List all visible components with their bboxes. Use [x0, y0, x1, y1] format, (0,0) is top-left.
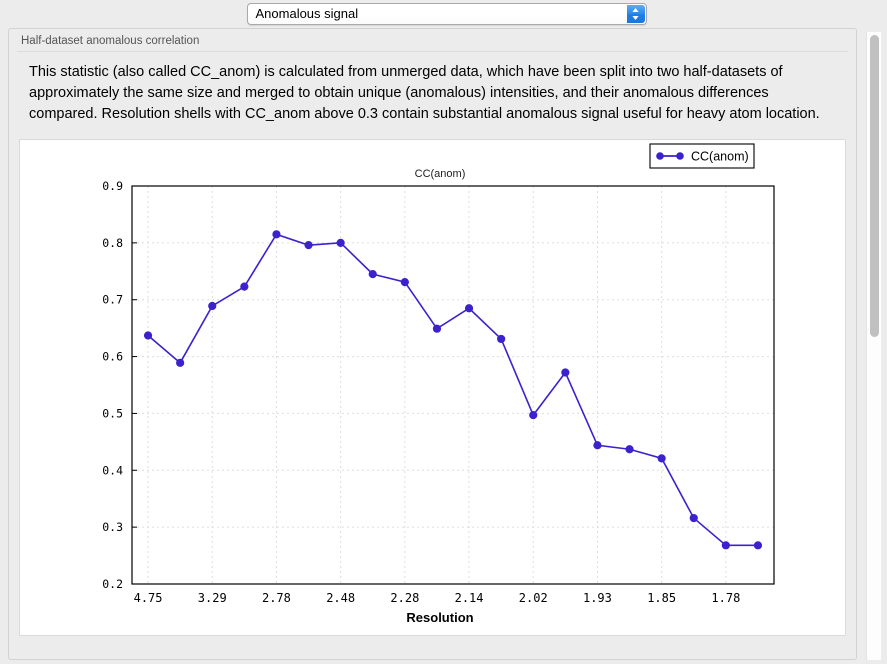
x-tick-label: 1.78: [711, 591, 740, 605]
cc-anom-line-chart[interactable]: 0.2 0.3 0.4 0.5 0.6 0.7 0.8 0.9 4.75 3.29 2.78 2.48…: [20, 140, 846, 635]
data-point-marker[interactable]: [432, 324, 442, 333]
chevron-up-down-icon[interactable]: [626, 5, 645, 23]
y-tick-label: 0.5: [102, 406, 123, 420]
data-point-marker[interactable]: [240, 282, 249, 291]
vertical-scrollbar[interactable]: [866, 32, 881, 660]
dataset-selector-value: Anomalous signal: [255, 6, 359, 21]
data-point-marker[interactable]: [336, 238, 345, 247]
data-point-marker[interactable]: [689, 513, 698, 523]
x-axis-title: Resolution: [406, 610, 473, 625]
x-tick-label: 1.85: [647, 591, 676, 605]
x-tick-label: 3.29: [198, 591, 227, 605]
legend-label: CC(anom): [691, 150, 749, 164]
dataset-selector[interactable]: Anomalous signal: [246, 3, 647, 25]
chart-title: CC(anom): [415, 168, 466, 180]
x-tick-label: 2.14: [455, 591, 484, 605]
data-point-marker[interactable]: [561, 368, 570, 377]
data-point-marker[interactable]: [593, 441, 602, 450]
data-point-marker[interactable]: [529, 411, 538, 420]
x-tick-label: 1.93: [583, 591, 612, 605]
data-point-marker[interactable]: [497, 334, 506, 344]
legend-marker-swatch: [676, 152, 684, 160]
statistic-panel: Half-dataset anomalous correlation This …: [8, 28, 857, 660]
data-point-marker[interactable]: [721, 541, 730, 550]
y-tick-label: 0.8: [102, 236, 123, 250]
chart-card: 0.2 0.3 0.4 0.5 0.6 0.7 0.8 0.9 4.75 3.29 2.78 2.48…: [19, 139, 846, 636]
data-point-marker[interactable]: [272, 230, 281, 239]
x-tick-label: 4.75: [134, 591, 163, 605]
plot-frame: [131, 185, 775, 585]
window-right-edge: [884, 28, 887, 664]
y-tick-label: 0.4: [102, 463, 123, 477]
y-tick-label: 0.7: [102, 293, 123, 307]
data-point-marker[interactable]: [625, 445, 634, 454]
data-point-marker[interactable]: [143, 331, 153, 340]
data-point-marker[interactable]: [208, 301, 217, 311]
y-tick-label: 0.6: [102, 350, 123, 364]
series-line-cc-anom: [147, 233, 758, 547]
data-point-marker[interactable]: [400, 277, 409, 287]
x-tick-label: 2.48: [326, 591, 355, 605]
y-tick-label: 0.2: [102, 577, 123, 591]
description-text: This statistic (also called CC_anom) is …: [29, 64, 820, 122]
toolbar: Anomalous signal: [0, 0, 887, 28]
data-point-marker[interactable]: [464, 304, 474, 313]
data-point-marker[interactable]: [176, 358, 185, 367]
y-tick-label: 0.3: [102, 520, 123, 534]
data-point-marker[interactable]: [657, 454, 666, 463]
x-tick-label: 2.28: [390, 591, 419, 605]
content-area: Half-dataset anomalous correlation This …: [0, 28, 887, 664]
x-tick-label: 2.02: [519, 591, 548, 605]
data-point-marker[interactable]: [368, 270, 377, 279]
data-point-marker[interactable]: [304, 241, 313, 250]
x-tick-label: 2.78: [262, 591, 291, 605]
panel-section-title: Half-dataset anomalous correlation: [21, 35, 200, 47]
legend-marker-swatch: [656, 152, 664, 160]
description-box: This statistic (also called CC_anom) is …: [17, 51, 848, 133]
data-point-marker[interactable]: [753, 541, 763, 550]
y-tick-label: 0.9: [102, 179, 123, 193]
scrollbar-thumb[interactable]: [870, 35, 879, 337]
